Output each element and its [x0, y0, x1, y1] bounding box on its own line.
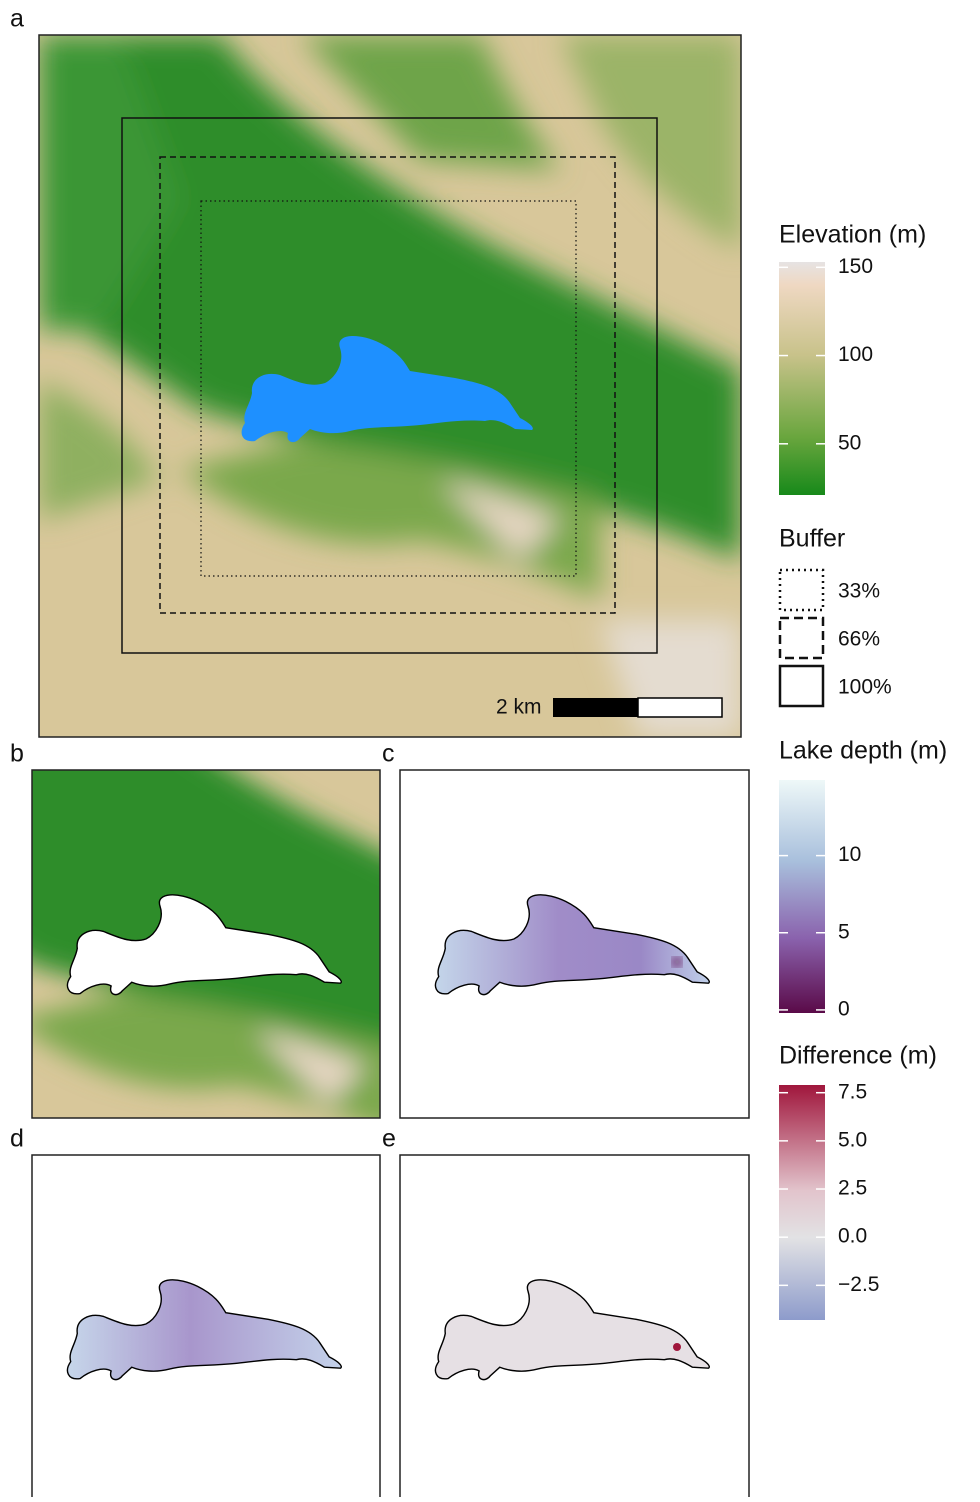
legend-label: 100% [838, 676, 892, 699]
panel-e [399, 1154, 750, 1502]
tick-label: 5.0 [838, 1128, 867, 1151]
buffer-key [778, 664, 825, 708]
panel-b [31, 769, 381, 1119]
panel-label: a [10, 5, 24, 33]
buffer-33 [200, 200, 577, 577]
deep-spot [672, 957, 682, 967]
tick-label: −2.5 [838, 1273, 879, 1296]
buffer-key [778, 568, 825, 612]
colorbar [779, 1085, 825, 1320]
panel-a: 2 km [38, 34, 742, 738]
legend-label: 66% [838, 628, 880, 651]
diff-spot [673, 1343, 681, 1351]
tick-label: 150 [838, 255, 873, 278]
colorbar [779, 780, 825, 1013]
frame [31, 769, 381, 1119]
buffer-key [778, 616, 825, 660]
frame [38, 34, 742, 738]
colorbar [779, 262, 825, 495]
tick-label: 2.5 [838, 1177, 867, 1200]
scale-bar [637, 697, 723, 718]
scale-label: 2 km [496, 696, 542, 719]
panel-label: d [10, 1125, 24, 1153]
scale-bar [553, 698, 638, 717]
legend-label: 33% [838, 580, 880, 603]
legend-title: Elevation (m) [779, 221, 926, 249]
panel-label: e [382, 1125, 396, 1153]
tick-label: 0.0 [838, 1225, 867, 1248]
tick-label: 10 [838, 843, 861, 866]
tick-label: 100 [838, 343, 873, 366]
tick-label: 5 [838, 920, 850, 943]
buffer-66 [159, 156, 616, 614]
panel-c [399, 769, 750, 1119]
legends: Elevation (m) Buffer 33% 66% 100% Lake d… [778, 221, 947, 1320]
tick-label: 7.5 [838, 1080, 867, 1103]
panel-label: c [382, 740, 395, 768]
legend-title: Lake depth (m) [779, 737, 947, 765]
legend-title: Buffer [779, 525, 845, 553]
tick-label: 50 [838, 431, 861, 454]
tick-label: 0 [838, 997, 850, 1020]
panel-label: b [10, 740, 24, 768]
buffer-100 [121, 117, 658, 654]
legend-title: Difference (m) [779, 1042, 937, 1070]
panel-d [31, 1154, 381, 1502]
